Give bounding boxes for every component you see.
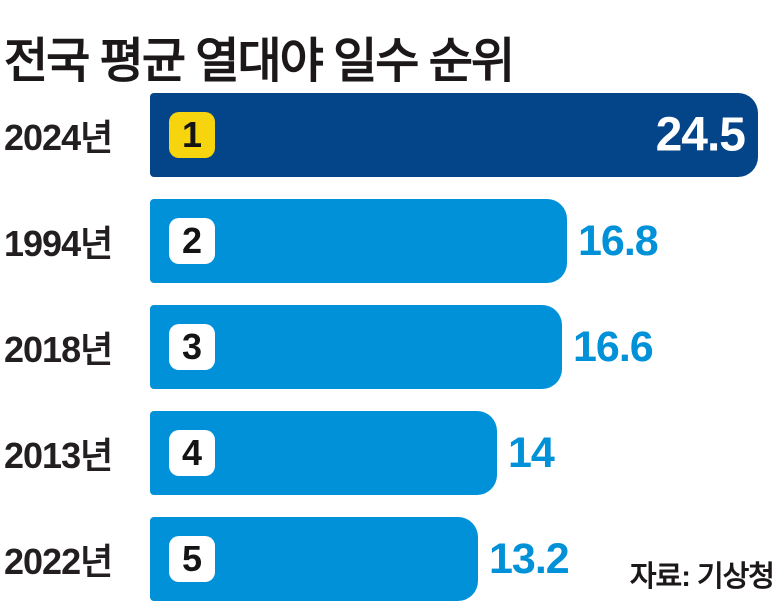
- bar-track: 2 16.8: [150, 199, 780, 283]
- chart-row: 2013년 4 14: [0, 411, 780, 495]
- category-label: 1994년: [4, 223, 113, 264]
- bar-chart: 2024년 1 24.5 1994년 2 16.8 2018년 3 16.6 2…: [0, 93, 780, 601]
- category-label: 2018년: [4, 329, 113, 370]
- bar-value: 24.5: [655, 108, 746, 162]
- source-label: 자료: 기상청: [629, 561, 775, 593]
- bar-track: 3 16.6: [150, 305, 780, 389]
- page-title: 전국 평균 열대야 일수 순위: [4, 35, 515, 89]
- rank-badge: 1: [169, 112, 215, 158]
- chart-row: 2024년 1 24.5: [0, 93, 780, 177]
- category-label: 2013년: [4, 435, 113, 476]
- bar-value: 16.6: [573, 322, 654, 371]
- category-label: 2024년: [4, 117, 113, 158]
- bar: 5: [150, 517, 478, 601]
- bar-track: 5 13.2: [150, 517, 780, 601]
- bar: 2: [150, 199, 567, 283]
- chart-row: 1994년 2 16.8: [0, 199, 780, 283]
- bar-track: 4 14: [150, 411, 780, 495]
- chart-row: 2022년 5 13.2: [0, 517, 780, 601]
- bar: 1 24.5: [150, 93, 758, 177]
- category-label: 2022년: [4, 541, 113, 582]
- chart-row: 2018년 3 16.6: [0, 305, 780, 389]
- bar: 3: [150, 305, 562, 389]
- bar: 4: [150, 411, 497, 495]
- rank-badge: 2: [169, 218, 215, 264]
- bar-value: 13.2: [489, 534, 570, 583]
- rank-badge: 5: [169, 536, 215, 582]
- rank-badge: 4: [169, 430, 215, 476]
- bar-value: 14: [508, 428, 555, 477]
- rank-badge: 3: [169, 324, 215, 370]
- bar-value: 16.8: [578, 216, 659, 265]
- bar-track: 1 24.5: [150, 93, 780, 177]
